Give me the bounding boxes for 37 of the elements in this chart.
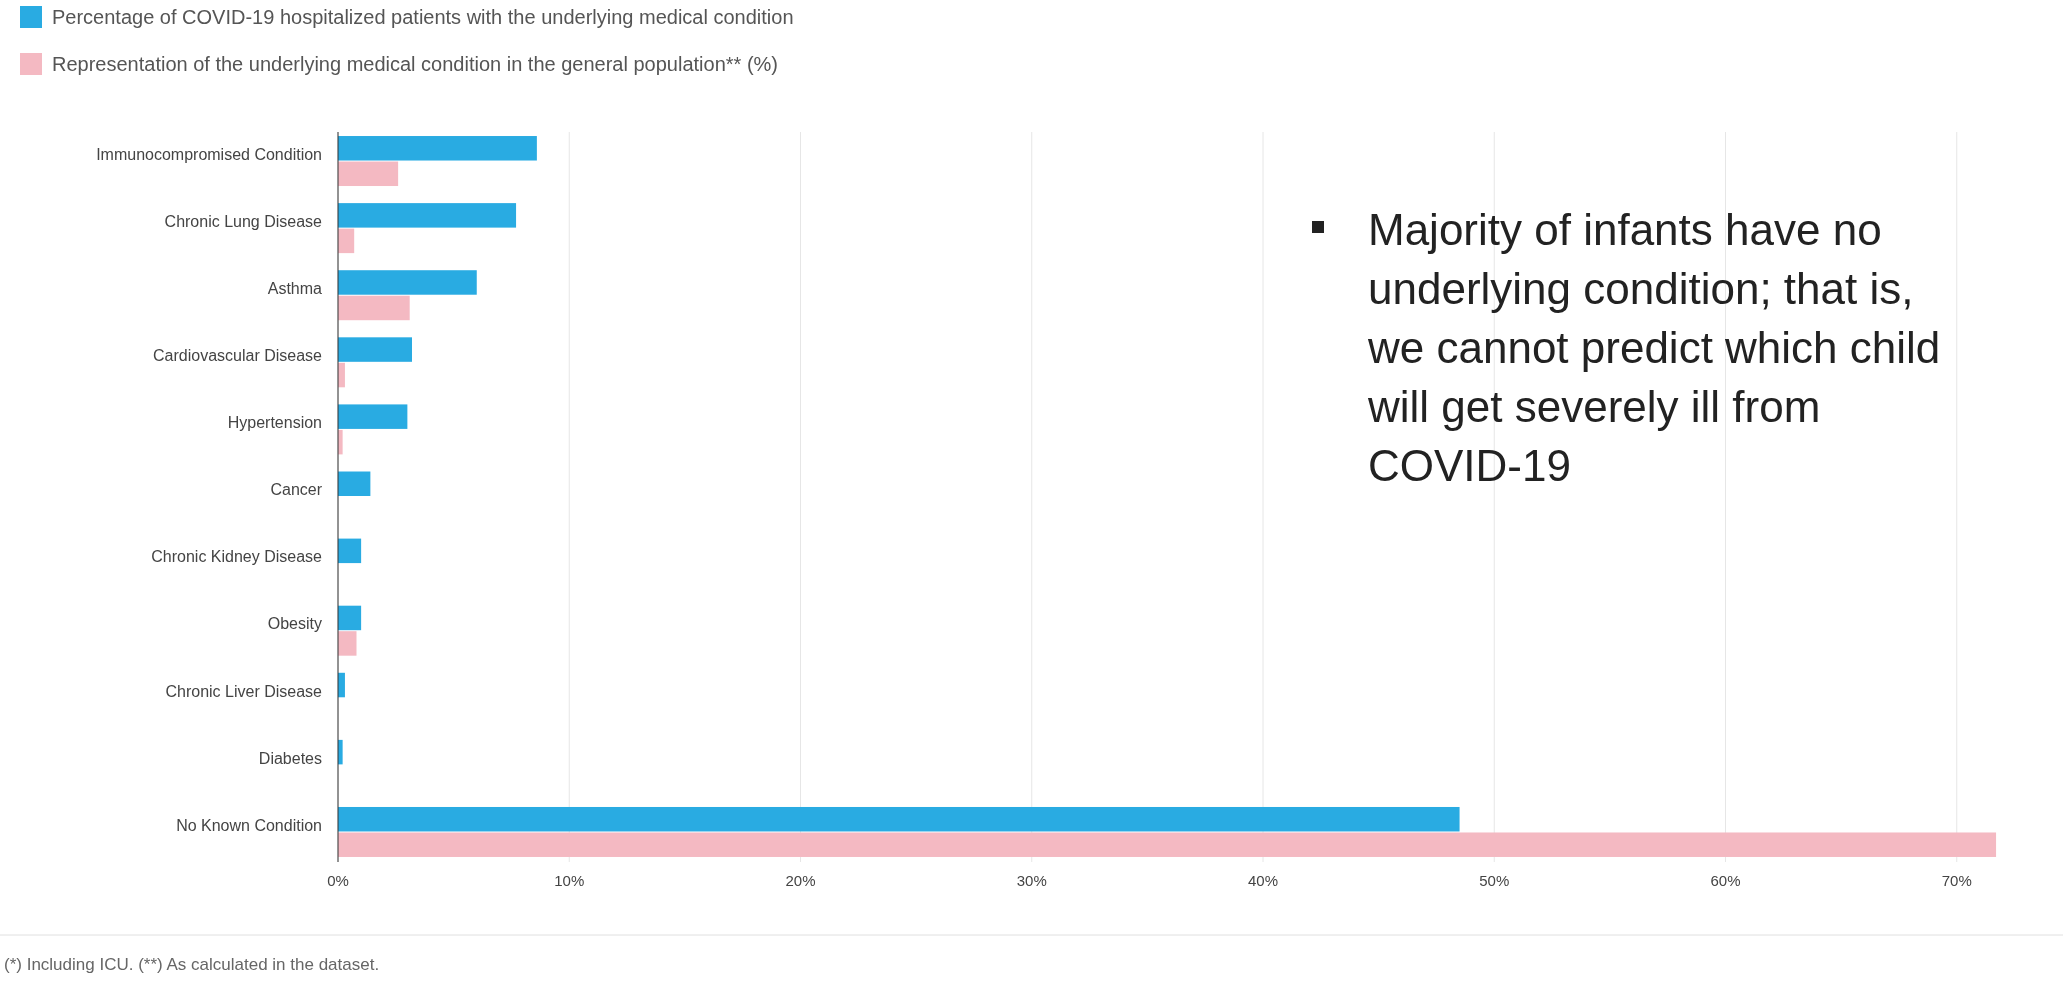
bar: [338, 161, 399, 187]
y-tick-label: Diabetes: [258, 749, 322, 767]
annotation: Majority of infants have no underlying condition; that is, we cannot predict which child will get severely ill from COVID-19: [1367, 205, 1941, 490]
bar: [338, 228, 355, 254]
bar: [338, 203, 517, 228]
bar: [338, 295, 410, 321]
x-tick-label: 0%: [327, 872, 349, 889]
x-tick-label: 30%: [1016, 872, 1047, 889]
bar: [338, 337, 412, 362]
y-tick-label: Cardiovascular Disease: [153, 347, 323, 365]
x-tick-label: 70%: [1941, 872, 1972, 889]
y-tick-label: No Known Condition: [176, 816, 322, 834]
bar: [338, 136, 537, 161]
x-tick-label: 10%: [554, 872, 585, 889]
bar: [338, 471, 371, 496]
x-tick-label: 20%: [785, 872, 816, 889]
legend-label: Percentage of COVID-19 hospitalized patients with the underlying medical condition: [52, 6, 794, 28]
x-tick-label: 50%: [1479, 872, 1510, 889]
x-tick-label: 60%: [1710, 872, 1741, 889]
bar: [338, 631, 357, 656]
y-tick-label: Cancer: [270, 481, 323, 499]
legend-label: Representation of the underlying medical condition in the general population** (%): [52, 53, 779, 75]
bar: [338, 270, 477, 295]
bar: [338, 538, 362, 564]
bar: [338, 605, 362, 631]
x-tick-label: 40%: [1247, 872, 1279, 889]
y-tick-label: Chronic Kidney Disease: [151, 548, 323, 566]
y-tick-label: Chronic Liver Disease: [165, 682, 323, 700]
y-tick-label: Immunocompromised Condition: [96, 145, 322, 163]
y-tick-label: Hypertension: [227, 414, 322, 432]
bar: [338, 832, 1997, 857]
y-tick-label: Chronic Lung Disease: [164, 212, 323, 230]
bar: [338, 404, 408, 429]
y-tick-label: Asthma: [267, 279, 323, 297]
text: (*) Including ICU. (**) As calculated in the dataset.: [4, 955, 380, 974]
y-tick-label: Obesity: [267, 615, 322, 633]
bar: [338, 806, 1460, 832]
